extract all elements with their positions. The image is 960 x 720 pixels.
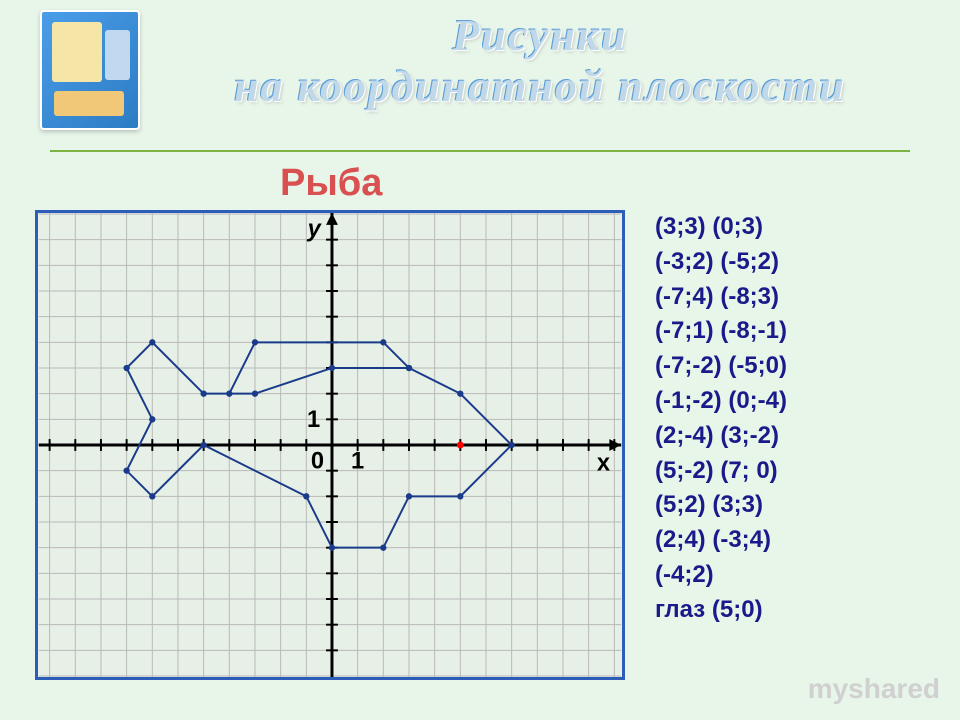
title-line2: на координатной плоскости: [120, 61, 960, 112]
coord-row: (-7;1) (-8;-1): [655, 314, 787, 349]
subtitle: Рыба: [280, 162, 960, 205]
svg-text:1: 1: [307, 407, 320, 433]
coord-row: (-7;-2) (-5;0): [655, 349, 787, 384]
icon-part: [52, 22, 102, 82]
coord-row: (2;-4) (3;-2): [655, 419, 787, 454]
app-icon: [40, 10, 140, 130]
divider: [50, 150, 910, 152]
svg-text:0: 0: [311, 449, 324, 475]
coord-row: (3;3) (0;3): [655, 210, 787, 245]
coordinate-chart: 0 1 1 x y: [35, 210, 625, 680]
chart-svg: 0 1 1 x y: [38, 213, 622, 677]
coordinate-list: (3;3) (0;3)(-3;2) (-5;2)(-7;4) (-8;3)(-7…: [655, 210, 787, 680]
header: Рисунки на координатной плоскости: [0, 0, 960, 150]
coord-row: (2;4) (-3;4): [655, 523, 787, 558]
coord-row: (-1;-2) (0;-4): [655, 384, 787, 419]
watermark: myshared: [808, 673, 940, 705]
svg-text:x: x: [597, 451, 610, 477]
coord-row: (-7;4) (-8;3): [655, 280, 787, 315]
svg-text:y: y: [307, 217, 323, 243]
coord-row: глаз (5;0): [655, 593, 787, 628]
coord-row: (5;-2) (7; 0): [655, 454, 787, 489]
icon-part: [105, 30, 130, 80]
coord-row: (-4;2): [655, 558, 787, 593]
title-block: Рисунки на координатной плоскости: [0, 10, 960, 112]
coord-row: (5;2) (3;3): [655, 488, 787, 523]
title-line1: Рисунки: [120, 10, 960, 61]
content-row: 0 1 1 x y (3;3) (0;3)(-3;2) (-5;2)(-7;4) (-8…: [0, 210, 960, 680]
svg-text:1: 1: [351, 449, 364, 475]
icon-part: [54, 91, 124, 116]
coord-row: (-3;2) (-5;2): [655, 245, 787, 280]
